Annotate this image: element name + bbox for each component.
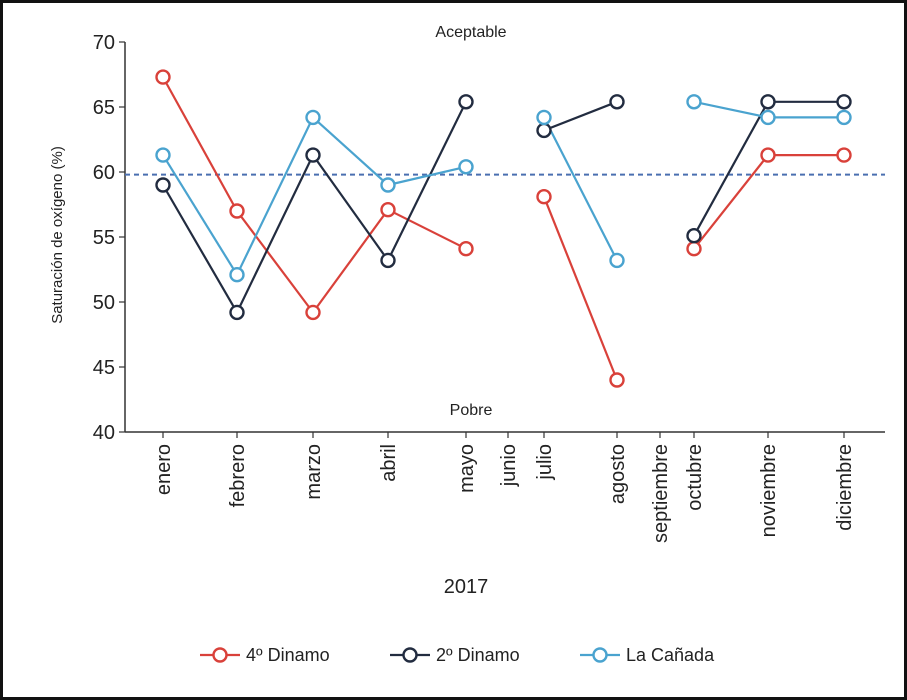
data-point <box>229 203 245 219</box>
data-point <box>458 94 474 110</box>
data-point <box>380 252 396 269</box>
x-tick-label: octubre <box>684 444 706 511</box>
data-point <box>155 177 171 193</box>
series-line-segment <box>312 154 389 262</box>
y-tick-label: 55 <box>93 227 115 249</box>
annotation-aceptable: Aceptable <box>435 24 506 41</box>
labels-group: Saturación de oxígeno (%) 2017 Aceptable… <box>49 24 507 598</box>
series-line-segment <box>312 116 389 186</box>
x-tick-label: abril <box>378 444 400 482</box>
y-tick-label: 65 <box>93 97 115 119</box>
series-line-segment <box>693 154 769 250</box>
series-line-segment <box>387 101 467 261</box>
annotation-pobre: Pobre <box>450 402 493 419</box>
series-line-segment <box>543 100 618 132</box>
series-1 <box>162 76 844 381</box>
legend-label: 4º Dinamo <box>246 645 330 665</box>
data-point <box>380 177 396 193</box>
series-3-markers <box>155 94 852 283</box>
data-point <box>686 240 702 257</box>
x-tick-label: mayo <box>456 444 478 493</box>
data-point <box>305 109 321 126</box>
data-point <box>536 122 552 139</box>
y-tick-label: 40 <box>93 422 115 444</box>
series-line-segment <box>542 196 619 381</box>
legend: 4º Dinamo 2º Dinamo La Cañada <box>200 645 715 665</box>
y-axis-title: Saturación de oxígeno (%) <box>49 146 66 324</box>
x-tick-label: junio <box>498 444 520 487</box>
series-2 <box>162 100 844 313</box>
x-tick-label: agosto <box>607 444 629 504</box>
x-tick-label: enero <box>153 444 175 495</box>
x-tick-label: julio <box>534 444 556 481</box>
x-axis-title: 2017 <box>444 576 489 598</box>
series-line-segment <box>387 208 467 250</box>
data-point <box>609 372 625 388</box>
axes: 40 45 50 55 60 65 70 enero febrero marzo abril mayo… <box>93 32 885 543</box>
data-point <box>609 94 625 110</box>
data-point <box>305 147 321 163</box>
series-line-segment <box>693 100 769 119</box>
data-point <box>760 147 776 163</box>
data-point <box>380 201 396 218</box>
x-tick-label: septiembre <box>650 444 672 543</box>
data-point <box>836 147 852 163</box>
data-point <box>305 304 321 321</box>
series-line-segment <box>387 165 467 187</box>
data-point <box>760 94 776 110</box>
legend-marker <box>592 647 608 663</box>
series-line-segment <box>162 154 238 276</box>
data-point <box>686 227 702 244</box>
series-line-segment <box>236 210 314 314</box>
series-line-segment <box>162 76 238 212</box>
series-2-markers <box>155 94 852 321</box>
data-point <box>836 109 852 126</box>
data-point <box>836 94 852 110</box>
data-point <box>155 69 171 85</box>
data-point <box>229 304 245 321</box>
series-line-segment <box>312 209 389 314</box>
series-line-segment <box>162 184 238 313</box>
legend-label: 2º Dinamo <box>436 645 520 665</box>
data-point <box>458 159 474 175</box>
x-tick-label: diciembre <box>834 444 856 531</box>
data-point <box>458 240 474 257</box>
data-point <box>155 147 171 163</box>
series-line-segment <box>543 116 618 261</box>
legend-marker <box>212 647 228 663</box>
series-1-markers <box>155 69 852 388</box>
x-tick-label: noviembre <box>758 444 780 537</box>
data-point <box>686 94 702 110</box>
y-tick-label: 45 <box>93 357 115 379</box>
series-line-segment <box>236 154 314 313</box>
data-point <box>229 267 245 283</box>
data-point <box>609 252 625 269</box>
series-line-segment <box>693 101 769 237</box>
y-tick-label: 50 <box>93 292 115 314</box>
data-point <box>760 109 776 126</box>
y-tick-label: 60 <box>93 162 115 184</box>
series-line-segment <box>236 116 314 276</box>
series-3 <box>162 100 844 276</box>
series-group <box>155 69 852 388</box>
data-point <box>536 188 552 205</box>
data-point <box>536 109 552 126</box>
x-tick-label: febrero <box>227 444 249 507</box>
legend-label: La Cañada <box>626 645 715 665</box>
x-tick-label: marzo <box>303 444 325 500</box>
legend-marker <box>402 647 418 663</box>
y-tick-label: 70 <box>93 32 115 54</box>
